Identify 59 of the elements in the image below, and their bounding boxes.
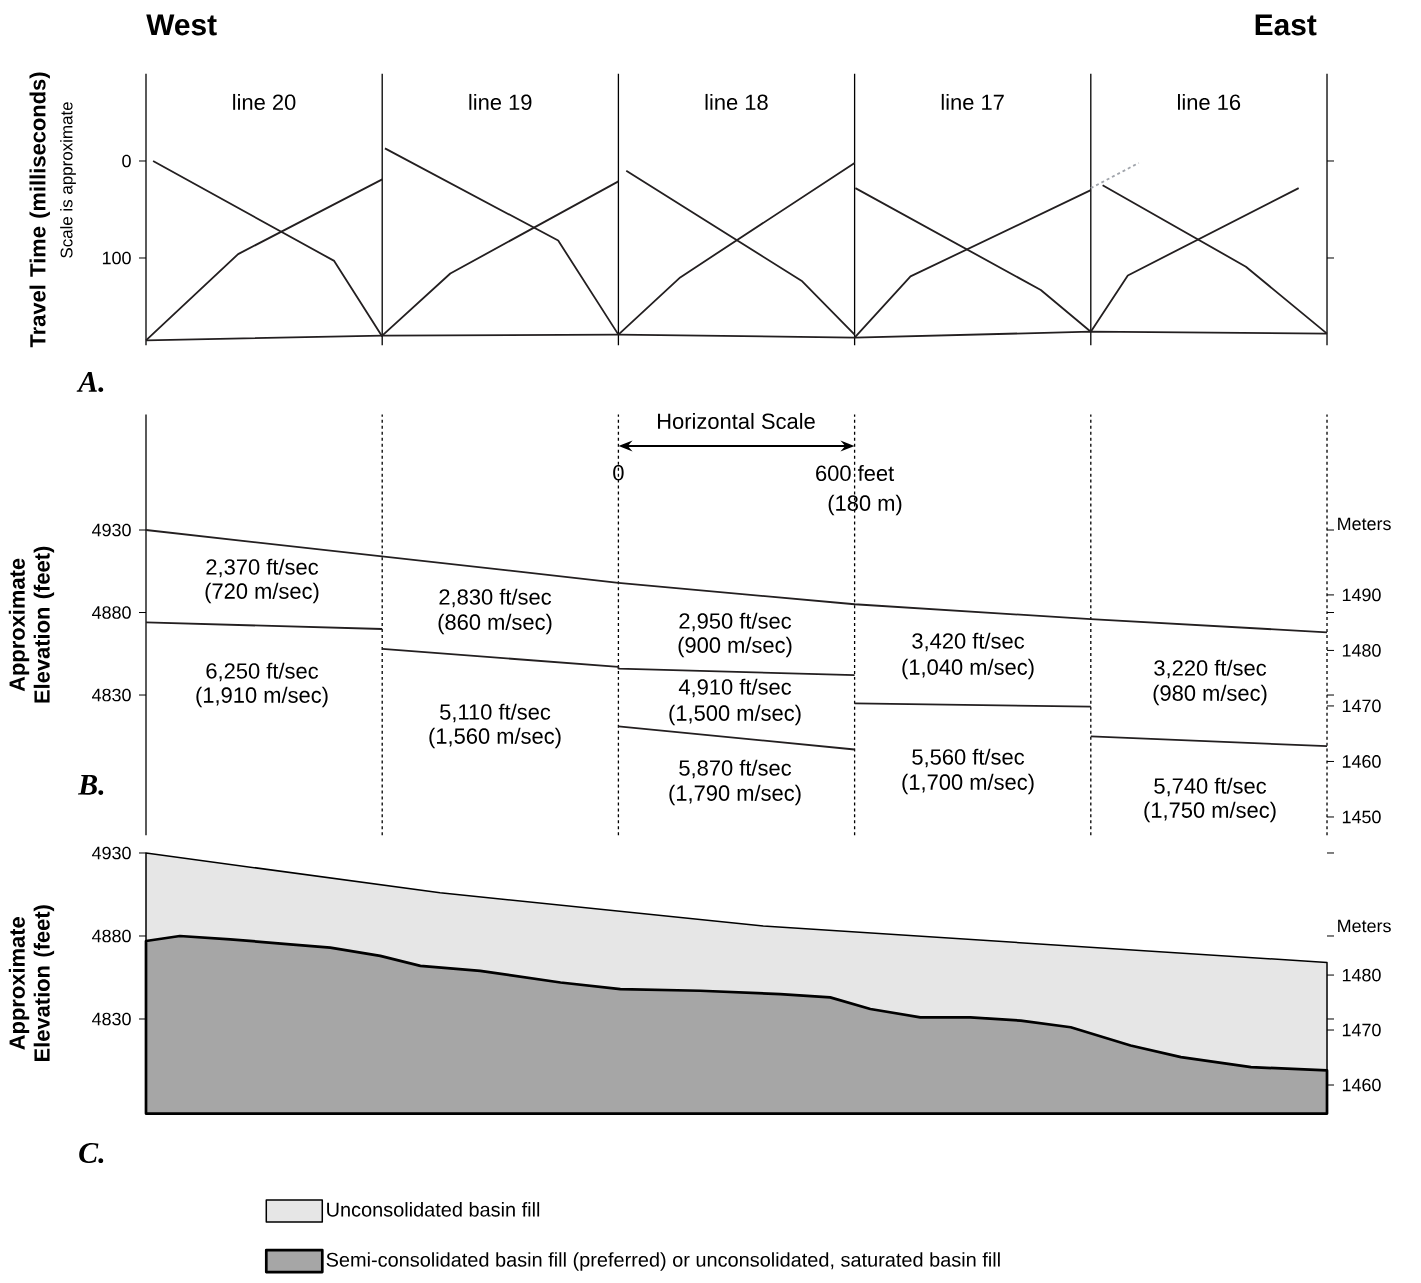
annotation: 3,420 ft/sec <box>912 632 1025 652</box>
annotation: (1,700 m/sec) <box>902 773 1034 795</box>
annotation: line 20 <box>233 93 296 111</box>
y-tick-label: 100 <box>102 251 131 265</box>
annotation: (1,790 m/sec) <box>669 784 801 806</box>
text: C. <box>79 1142 104 1164</box>
y2-tick-label: 1480 <box>1342 644 1381 657</box>
annotation: (1,560 m/sec) <box>429 727 561 749</box>
annotation: 2,950 ft/sec <box>679 612 792 632</box>
y-tick-label: 4930 <box>92 846 131 860</box>
y2-tick-label: 1480 <box>1342 968 1381 982</box>
annotation: (1,910 m/sec) <box>196 686 328 708</box>
y2-tick-label: 1460 <box>1342 755 1381 768</box>
text: West <box>146 14 217 36</box>
y-axis-title: Approximate Elevation (feet) <box>8 546 55 703</box>
annotation: 2,830 ft/sec <box>439 588 552 608</box>
legend-label: Semi-consolidated basin fill (preferred) or unconsolidated, saturated basin fill <box>326 1252 1000 1271</box>
y-axis-title: Approximate Elevation (feet) <box>8 905 55 1061</box>
annotation: 3,220 ft/sec <box>1154 659 1267 679</box>
y2-tick-label: 1490 <box>1342 588 1381 602</box>
annotation: Horizontal Scale <box>658 412 815 430</box>
y-tick-label: 4880 <box>92 606 131 619</box>
y2-axis-title: Meters <box>1338 919 1391 933</box>
annotation: 2,370 ft/sec <box>206 558 319 578</box>
y2-tick-label: 1460 <box>1342 1078 1381 1092</box>
annotation: (1,750 m/sec) <box>1144 801 1276 823</box>
annotation: 5,740 ft/sec <box>1154 777 1267 797</box>
text: A. <box>76 371 104 393</box>
annotation: line 17 <box>941 93 1004 111</box>
annotation: 5,110 ft/sec <box>440 703 551 723</box>
annotation: (860 m/sec) <box>438 613 552 635</box>
annotation: line 19 <box>469 93 532 111</box>
annotation: 4,910 ft/sec <box>678 678 792 698</box>
annotation: line 16 <box>1178 93 1241 111</box>
y2-tick-label: 1470 <box>1342 1023 1381 1037</box>
annotation: (900 m/sec) <box>678 636 792 658</box>
text: East <box>1255 14 1317 36</box>
y2-tick-label: 1450 <box>1342 810 1381 824</box>
y-tick-label: 4830 <box>92 1012 131 1026</box>
y2-axis-title: Meters <box>1338 517 1391 531</box>
x-tick-label: 600 feet <box>816 464 895 482</box>
annotation: line 18 <box>705 93 768 111</box>
text: Scale is approximate <box>60 102 76 258</box>
annotation: 5,560 ft/sec <box>912 748 1025 768</box>
y-tick-label: 4830 <box>92 688 131 702</box>
annotation: 5,870 ft/sec <box>679 759 792 779</box>
legend-label: Unconsolidated basin fill <box>327 1202 540 1217</box>
annotation: (980 m/sec) <box>1153 684 1267 706</box>
y-tick-label: 0 <box>122 154 131 168</box>
text: B. <box>77 774 104 795</box>
annotation: 6,250 ft/sec <box>206 662 319 682</box>
y-tick-label: 4880 <box>92 929 131 943</box>
annotation: (180 m) <box>828 494 902 516</box>
annotation: (1,500 m/sec) <box>669 704 801 726</box>
y-axis-title: Travel Time (milliseconds) <box>29 72 50 348</box>
y2-tick-label: 1470 <box>1342 699 1381 713</box>
annotation: (1,040 m/sec) <box>902 658 1034 680</box>
annotation: (720 m/sec) <box>205 582 319 604</box>
y-tick-label: 4930 <box>92 523 131 537</box>
